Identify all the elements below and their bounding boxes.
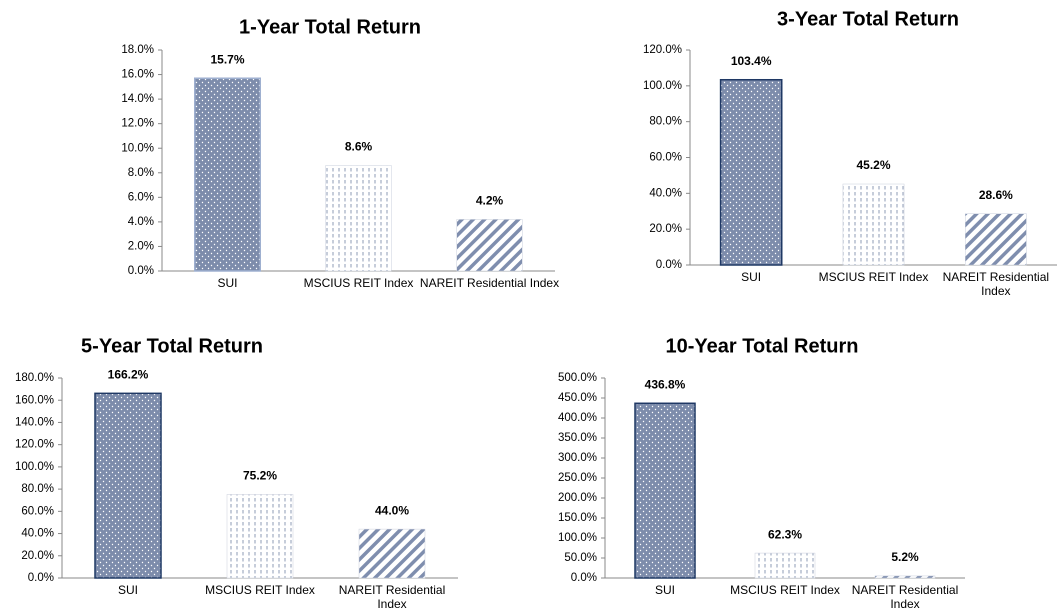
bar xyxy=(94,392,162,579)
y-tick-label: 180.0% xyxy=(15,372,54,384)
x-tick-label: MSCIUS REIT Index xyxy=(818,270,929,284)
y-tick-label: 100.0% xyxy=(15,461,54,473)
value-label: 28.6% xyxy=(979,188,1013,202)
x-tick-label: MSCIUS REIT Index xyxy=(205,583,315,597)
x-tick-label: SUI xyxy=(217,276,238,290)
x-tick-label: NAREIT Residential Index xyxy=(942,270,1050,298)
bar xyxy=(719,78,783,266)
value-label: 436.8% xyxy=(645,377,686,391)
y-tick-label: 250.0% xyxy=(558,472,597,484)
y-tick-label: 400.0% xyxy=(558,412,597,424)
value-label: 4.2% xyxy=(476,194,504,208)
y-tick-label: 4.0% xyxy=(128,216,154,228)
value-label: 62.3% xyxy=(768,527,802,541)
y-tick-label: 0.0% xyxy=(128,265,154,277)
x-tick-label-box: SUI xyxy=(117,583,138,597)
value-label: 8.6% xyxy=(345,140,373,154)
y-tick-label: 6.0% xyxy=(128,191,154,203)
y-tick-label: 18.0% xyxy=(121,44,154,56)
x-tick-label-box: NAREIT Residential Index xyxy=(419,276,560,290)
y-tick-label: 40.0% xyxy=(21,528,54,540)
value-label: 75.2% xyxy=(243,469,277,483)
y-tick-label: 350.0% xyxy=(558,432,597,444)
y-tick-label: 200.0% xyxy=(558,492,597,504)
x-tick-label-box: NAREIT Residential Index xyxy=(942,270,1050,298)
y-tick-label: 0.0% xyxy=(28,572,54,584)
y-tick-label: 500.0% xyxy=(558,372,597,384)
bar xyxy=(194,77,261,272)
x-tick-label-box: NAREIT Residential Index xyxy=(851,583,959,611)
x-tick-label: NAREIT Residential Index xyxy=(851,583,959,611)
y-tick-label: 8.0% xyxy=(128,167,154,179)
x-tick-label-box: SUI xyxy=(741,270,762,284)
y-tick-label: 0.0% xyxy=(656,259,682,271)
y-tick-label: 60.0% xyxy=(21,505,54,517)
x-tick-label: MSCIUS REIT Index xyxy=(303,276,414,290)
chart-title: 5-Year Total Return xyxy=(81,335,263,357)
bar xyxy=(456,219,523,272)
value-label: 166.2% xyxy=(108,368,149,382)
y-tick-label: 0.0% xyxy=(571,572,597,584)
bar xyxy=(325,165,392,272)
chart: 1-Year Total Return 0.0% 2.0% 4.0% 6.0% 8.0% 1… xyxy=(121,16,560,290)
x-tick-label-box: SUI xyxy=(654,583,675,597)
bar xyxy=(842,183,905,266)
value-label: 5.2% xyxy=(891,550,919,564)
y-tick-label: 10.0% xyxy=(121,142,154,154)
y-tick-label: 100.0% xyxy=(558,532,597,544)
y-tick-label: 450.0% xyxy=(558,392,597,404)
y-tick-label: 16.0% xyxy=(121,69,154,81)
y-tick-label: 60.0% xyxy=(649,152,682,164)
x-tick-label: SUI xyxy=(654,583,675,597)
x-tick-label: SUI xyxy=(117,583,138,597)
x-tick-label: NAREIT Residential Index xyxy=(419,276,560,290)
x-tick-label-box: SUI xyxy=(217,276,238,290)
chart-title: 10-Year Total Return xyxy=(665,335,858,357)
y-tick-label: 150.0% xyxy=(558,512,597,524)
bar xyxy=(874,575,936,579)
y-tick-label: 80.0% xyxy=(649,116,682,128)
x-tick-label-box: MSCIUS REIT Index xyxy=(303,276,414,290)
y-tick-label: 120.0% xyxy=(15,439,54,451)
value-label: 45.2% xyxy=(856,158,890,172)
chart: 5-Year Total Return 0.0% 20.0% 40.0% 60.0% 80… xyxy=(15,335,458,611)
y-tick-label: 40.0% xyxy=(649,187,682,199)
x-tick-label: NAREIT Residential Index xyxy=(338,583,446,611)
bar xyxy=(634,402,696,579)
value-label: 15.7% xyxy=(210,52,244,66)
y-tick-label: 12.0% xyxy=(121,118,154,130)
x-tick-label: MSCIUS REIT Index xyxy=(730,583,840,597)
value-label: 103.4% xyxy=(731,54,772,68)
y-tick-label: 20.0% xyxy=(21,550,54,562)
value-label: 44.0% xyxy=(375,503,409,517)
bar xyxy=(965,213,1027,266)
x-tick-label-box: MSCIUS REIT Index xyxy=(818,270,929,284)
y-tick-label: 20.0% xyxy=(649,223,682,235)
x-tick-label-box: MSCIUS REIT Index xyxy=(730,583,840,597)
chart: 3-Year Total Return 0.0% 20.0% 40.0% 60.0% 80… xyxy=(643,8,1057,298)
y-tick-label: 50.0% xyxy=(564,552,597,564)
y-tick-label: 140.0% xyxy=(15,416,54,428)
y-tick-label: 120.0% xyxy=(643,44,682,56)
chart: 10-Year Total Return 0.0% 50.0% 100.0% 150.0… xyxy=(558,335,965,611)
x-tick-label-box: MSCIUS REIT Index xyxy=(205,583,315,597)
y-tick-label: 80.0% xyxy=(21,483,54,495)
x-tick-label: SUI xyxy=(741,270,762,284)
bar xyxy=(358,528,426,579)
y-tick-label: 2.0% xyxy=(128,240,154,252)
y-tick-label: 300.0% xyxy=(558,452,597,464)
bar xyxy=(754,552,816,579)
x-tick-label-box: NAREIT Residential Index xyxy=(338,583,446,611)
chart-title: 1-Year Total Return xyxy=(239,16,421,38)
chart-title: 3-Year Total Return xyxy=(777,8,959,30)
y-tick-label: 14.0% xyxy=(121,93,154,105)
bar xyxy=(226,494,294,579)
y-tick-label: 160.0% xyxy=(15,394,54,406)
y-tick-label: 100.0% xyxy=(643,80,682,92)
